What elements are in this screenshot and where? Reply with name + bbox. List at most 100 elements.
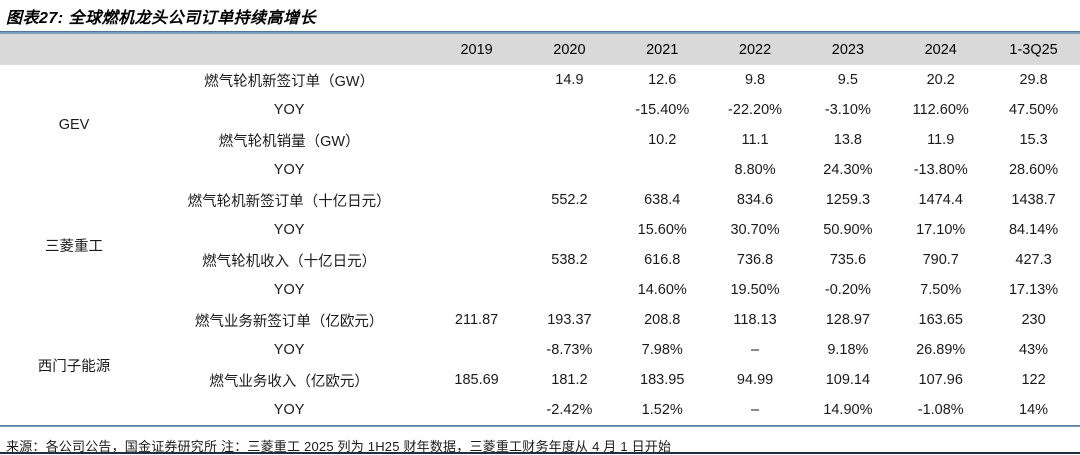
metric-header-cell: [148, 34, 431, 65]
value-cell: 14.90%: [801, 395, 895, 425]
value-cell: 1438.7: [987, 185, 1080, 215]
value-cell: 128.97: [801, 305, 895, 335]
value-cell: 736.8: [708, 245, 802, 275]
year-header: 2019: [430, 34, 523, 65]
value-cell: 7.50%: [894, 275, 988, 305]
value-cell: 50.90%: [801, 215, 895, 245]
value-cell: 15.3: [987, 125, 1080, 155]
metric-cell: YOY: [148, 335, 431, 365]
table-header: 2019 2020 2021 2022 2023 2024 1-3Q25: [0, 34, 1080, 65]
metric-cell: 燃气业务新签订单（亿欧元）: [148, 305, 431, 335]
value-cell: 7.98%: [615, 335, 709, 365]
metric-cell: 燃气轮机新签订单（GW）: [148, 65, 431, 95]
value-cell: 638.4: [615, 185, 709, 215]
value-cell: 107.96: [894, 365, 988, 395]
value-cell: 14.9: [522, 65, 616, 95]
value-cell: 47.50%: [987, 95, 1080, 125]
bottom-divider-rule: [0, 425, 1080, 427]
table-row: 燃气轮机收入（十亿日元） 538.2 616.8 736.8 735.6 790.7 427…: [0, 245, 1080, 275]
year-header: 1-3Q25: [987, 34, 1080, 65]
value-cell: 183.95: [615, 365, 709, 395]
value-cell: 834.6: [708, 185, 802, 215]
value-cell: [430, 95, 523, 125]
value-cell: 9.5: [801, 65, 895, 95]
metric-cell: 燃气轮机销量（GW）: [148, 125, 431, 155]
value-cell: [430, 395, 523, 425]
value-cell: 118.13: [708, 305, 802, 335]
table-row: 燃气轮机销量（GW） 10.2 11.1 13.8 11.9 15.3: [0, 125, 1080, 155]
value-cell: [430, 245, 523, 275]
value-cell: -2.42%: [522, 395, 616, 425]
table-row: YOY 8.80% 24.30% -13.80% 28.60%: [0, 155, 1080, 185]
value-cell: 17.10%: [894, 215, 988, 245]
year-header-row: 2019 2020 2021 2022 2023 2024 1-3Q25: [0, 34, 1080, 65]
value-cell: [522, 215, 616, 245]
company-cell: 西门子能源: [0, 305, 149, 425]
value-cell: 11.1: [708, 125, 802, 155]
value-cell: 11.9: [894, 125, 988, 155]
value-cell: [430, 65, 523, 95]
table-body: GEV 燃气轮机新签订单（GW） 14.9 12.6 9.8 9.5 20.2 29.8 YOY…: [0, 65, 1080, 425]
value-cell: 30.70%: [708, 215, 802, 245]
value-cell: 193.37: [522, 305, 616, 335]
value-cell: 735.6: [801, 245, 895, 275]
value-cell: 163.65: [894, 305, 988, 335]
value-cell: 12.6: [615, 65, 709, 95]
value-cell: 1474.4: [894, 185, 988, 215]
value-cell: 10.2: [615, 125, 709, 155]
metric-cell: YOY: [148, 215, 431, 245]
value-cell: [615, 155, 709, 185]
value-cell: 230: [987, 305, 1080, 335]
value-cell: [522, 275, 616, 305]
value-cell: 185.69: [430, 365, 523, 395]
metric-cell: YOY: [148, 155, 431, 185]
table-row: YOY -8.73% 7.98% –9.18% 26.89% 43%: [0, 335, 1080, 365]
value-cell: 29.8: [987, 65, 1080, 95]
table-row: GEV 燃气轮机新签订单（GW） 14.9 12.6 9.8 9.5 20.2 29.8: [0, 65, 1080, 185]
value-cell: [522, 95, 616, 125]
table-row: YOY 15.60% 30.70% 50.90% 17.10% 84.14%: [0, 215, 1080, 245]
value-cell: 24.30%: [801, 155, 895, 185]
metric-cell: 燃气轮机新签订单（十亿日元）: [148, 185, 431, 215]
value-cell: –: [708, 395, 802, 425]
value-cell: 8.80%: [708, 155, 802, 185]
orders-data-table: 2019 2020 2021 2022 2023 2024 1-3Q25 GEV…: [0, 34, 1080, 425]
value-cell: 20.2: [894, 65, 988, 95]
value-cell: 616.8: [615, 245, 709, 275]
value-cell: -1.08%: [894, 395, 988, 425]
table-row: YOY -2.42% 1.52% –14.90% -1.08% 14%: [0, 395, 1080, 425]
metric-cell: YOY: [148, 275, 431, 305]
value-cell: 1259.3: [801, 185, 895, 215]
year-header: 2024: [894, 34, 988, 65]
value-cell: [430, 125, 523, 155]
table-row: 三菱重工 燃气轮机新签订单（十亿日元） 552.2 638.4 834.6 1259.3 1…: [0, 185, 1080, 305]
value-cell: 112.60%: [894, 95, 988, 125]
value-cell: –: [708, 335, 802, 365]
value-cell: 94.99: [708, 365, 802, 395]
metric-cell: YOY: [148, 395, 431, 425]
value-cell: 19.50%: [708, 275, 802, 305]
table-row: 燃气业务收入（亿欧元） 185.69 181.2 183.95 94.99 109.14 1…: [0, 365, 1080, 395]
value-cell: 181.2: [522, 365, 616, 395]
company-header-cell: [0, 34, 149, 65]
value-cell: 13.8: [801, 125, 895, 155]
value-cell: 211.87: [430, 305, 523, 335]
value-cell: 17.13%: [987, 275, 1080, 305]
page-bottom-border: [0, 452, 1080, 454]
value-cell: -3.10%: [801, 95, 895, 125]
value-cell: [430, 185, 523, 215]
value-cell: 538.2: [522, 245, 616, 275]
value-cell: 208.8: [615, 305, 709, 335]
value-cell: 9.18%: [801, 335, 895, 365]
value-cell: [430, 275, 523, 305]
value-cell: [522, 125, 616, 155]
value-cell: 14.60%: [615, 275, 709, 305]
value-cell: -15.40%: [615, 95, 709, 125]
value-cell: -0.20%: [801, 275, 895, 305]
year-header: 2022: [708, 34, 802, 65]
value-cell: 9.8: [708, 65, 802, 95]
table-row: YOY 14.60% 19.50% -0.20% 7.50% 17.13%: [0, 275, 1080, 305]
value-cell: 109.14: [801, 365, 895, 395]
year-header: 2023: [801, 34, 895, 65]
value-cell: 552.2: [522, 185, 616, 215]
